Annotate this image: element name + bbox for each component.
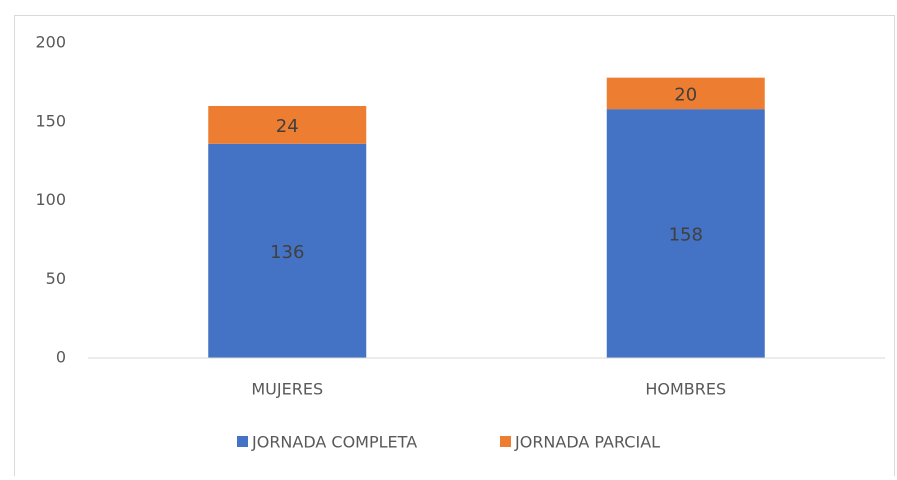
bar-segment — [606, 109, 765, 359]
x-tick-label: HOMBRES — [645, 380, 726, 399]
y-tick-label: 50 — [46, 269, 66, 288]
bar-segment — [208, 143, 367, 358]
legend-swatch — [237, 436, 248, 447]
legend-label: JORNADA PARCIAL — [514, 433, 660, 452]
data-label: 158 — [669, 225, 703, 246]
y-tick-label: 100 — [35, 190, 66, 209]
data-label: 20 — [674, 84, 697, 105]
y-tick-label: 200 — [35, 33, 66, 52]
y-tick-label: 0 — [56, 348, 66, 367]
data-label: 136 — [270, 242, 304, 263]
bar-segment — [606, 77, 765, 110]
legend-swatch — [500, 436, 511, 447]
y-tick-label: 150 — [35, 111, 66, 130]
bar-segment — [208, 106, 367, 144]
x-tick-label: MUJERES — [251, 380, 323, 399]
legend-label: JORNADA COMPLETA — [251, 433, 417, 452]
data-label: 24 — [276, 116, 299, 137]
